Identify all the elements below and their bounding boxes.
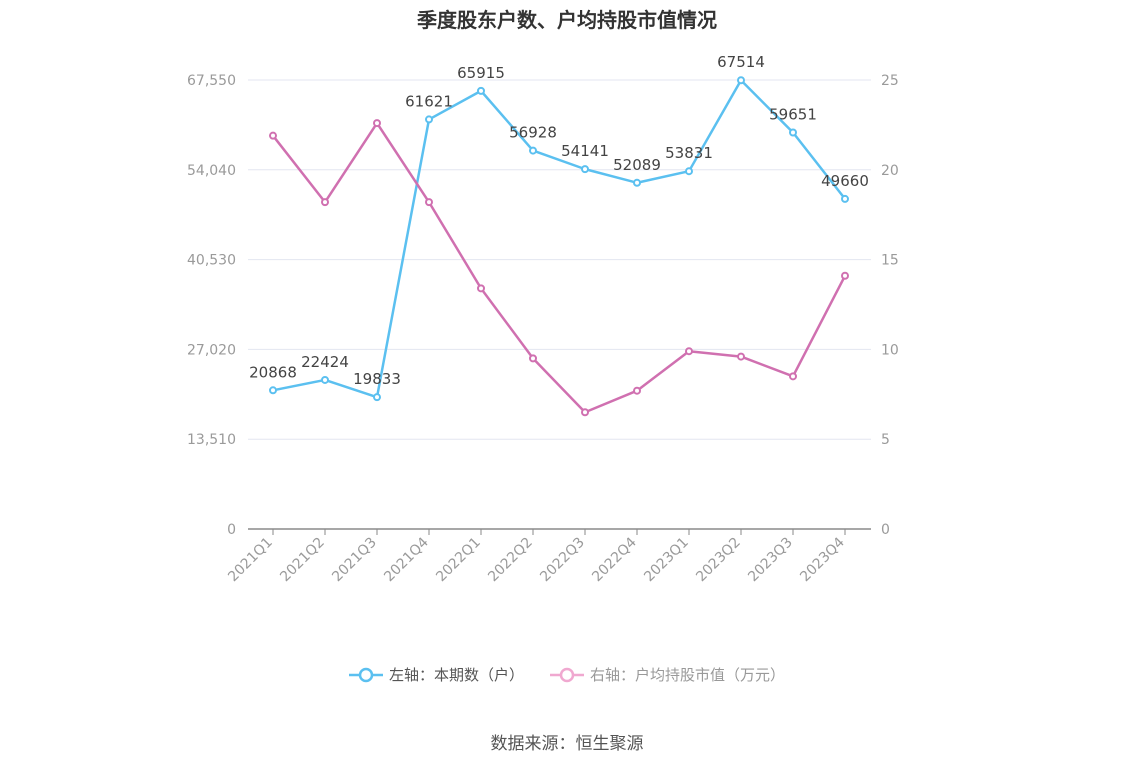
legend-item-right-axis[interactable]: 右轴：户均持股市值（万元） <box>550 664 785 685</box>
source-note: 数据来源：恒生聚源 <box>490 734 644 754</box>
right-axis-tick-label: 25 <box>881 73 899 89</box>
data-point-right <box>529 354 537 363</box>
data-point-right <box>581 408 589 417</box>
x-axis-tick-label: 2022Q1 <box>433 535 484 586</box>
data-label: 20868 <box>249 363 297 381</box>
data-label: 56928 <box>509 124 557 142</box>
data-point-left <box>789 128 797 137</box>
chart-title: 季度股东户数、户均持股市值情况 <box>417 8 717 32</box>
legend-label-right: 右轴：户均持股市值（万元） <box>590 666 786 684</box>
data-point-right <box>685 347 693 356</box>
x-axis-tick-label: 2021Q3 <box>329 535 380 586</box>
data-label: 49660 <box>821 172 869 190</box>
right-axis-tick-label: 15 <box>881 253 899 269</box>
data-label: 61621 <box>405 92 453 110</box>
x-axis-tick-label: 2021Q4 <box>381 534 432 585</box>
x-axis-tick-label: 2023Q2 <box>693 535 744 586</box>
data-label: 54141 <box>561 142 609 160</box>
left-axis-tick-label: 40,530 <box>187 253 236 269</box>
data-point-right <box>841 271 849 280</box>
x-axis-tick-label: 2022Q3 <box>537 535 588 586</box>
legend-line-circle-icon <box>550 667 584 682</box>
data-point-right <box>737 352 745 361</box>
data-label: 19833 <box>353 370 401 388</box>
data-point-left <box>581 165 589 174</box>
data-point-left <box>841 194 849 203</box>
data-point-left <box>633 178 641 187</box>
x-axis-tick-label: 2022Q2 <box>485 535 536 586</box>
left-axis-tick-label: 67,550 <box>187 73 236 89</box>
data-point-left <box>685 167 693 176</box>
data-point-right <box>321 198 329 207</box>
left-axis-tick-label: 13,510 <box>187 432 236 448</box>
data-point-left <box>529 146 537 155</box>
left-axis-tick-label: 27,020 <box>187 342 236 358</box>
legend-label-left: 左轴：本期数（户） <box>388 666 524 684</box>
legend-line-circle-icon <box>348 667 383 682</box>
x-axis-tick-label: 2021Q2 <box>277 535 328 586</box>
data-label: 59651 <box>769 106 817 124</box>
left-axis-tick-label: 0 <box>227 522 236 538</box>
left-axis-tick-label: 54,040 <box>187 163 236 179</box>
data-point-left <box>737 76 745 85</box>
legend: 左轴：本期数（户） 右轴：户均持股市值（万元） <box>0 664 1134 685</box>
data-label: 67514 <box>717 53 765 71</box>
data-point-right <box>425 198 433 207</box>
right-axis-tick-label: 5 <box>881 432 890 448</box>
data-label: 65915 <box>457 64 505 82</box>
x-axis-tick-label: 2023Q3 <box>745 535 796 586</box>
right-axis-tick-label: 0 <box>881 522 890 538</box>
right-axis-tick-label: 10 <box>881 342 899 358</box>
data-point-left <box>373 393 381 402</box>
data-point-right <box>633 386 641 395</box>
data-point-right <box>789 372 797 381</box>
data-point-left <box>321 375 329 384</box>
right-axis-tick-label: 20 <box>881 163 899 179</box>
legend-item-left-axis[interactable]: 左轴：本期数（户） <box>348 664 524 685</box>
data-point-right <box>269 131 277 140</box>
data-label: 22424 <box>301 353 349 371</box>
x-axis-tick-label: 2023Q1 <box>641 535 692 586</box>
series-line-left <box>272 78 846 399</box>
data-point-right <box>477 284 485 293</box>
data-point-left <box>477 86 485 95</box>
data-point-left <box>425 115 433 124</box>
data-label: 52089 <box>613 156 661 174</box>
data-label: 53831 <box>665 144 713 162</box>
x-axis-tick-label: 2021Q1 <box>225 535 276 586</box>
x-axis-tick-label: 2022Q4 <box>589 534 640 585</box>
x-axis-tick-label: 2023Q4 <box>797 534 848 585</box>
data-point-right <box>373 119 381 128</box>
series-line-right <box>272 121 847 414</box>
data-point-left <box>269 386 277 395</box>
